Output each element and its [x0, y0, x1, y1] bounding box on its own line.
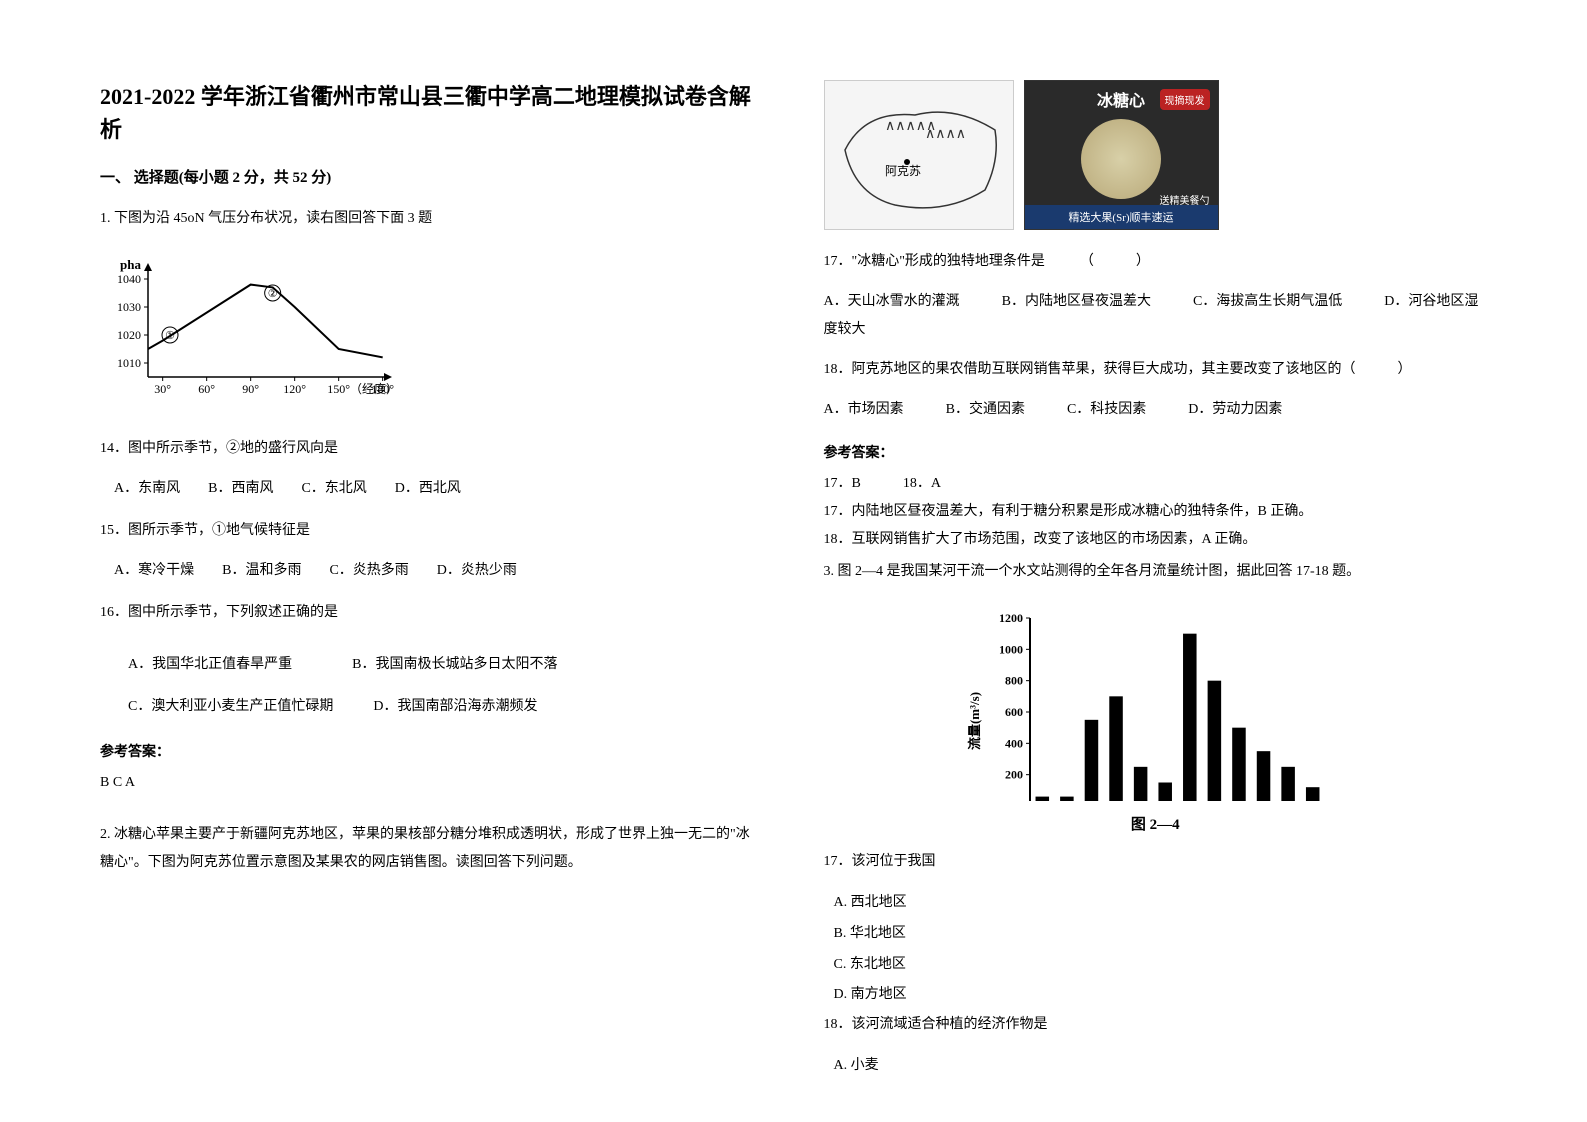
svg-text:阿克苏: 阿克苏 [885, 164, 921, 178]
q16-optC: C．澳大利亚小麦生产正值忙碌期 [100, 693, 333, 721]
q3-17-optC: C. 东北地区 [834, 950, 1488, 981]
pressure-chart-svg: 101010201030104030°60°90°120°150°180°（经度… [100, 255, 410, 410]
q1-intro: 1. 下图为沿 45oN 气压分布状况，读右图回答下面 3 题 [100, 205, 764, 233]
q18-options: A．市场因素 B．交通因素 C．科技因素 D．劳动力因素 [824, 396, 1488, 424]
svg-text:150°: 150° [327, 382, 350, 396]
svg-text:1040: 1040 [117, 272, 141, 286]
aksu-map-image: 阿克苏 ∧∧∧∧∧ ∧∧∧∧ [824, 80, 1014, 230]
q18: 18．阿克苏地区的果农借助互联网销售苹果，获得巨大成功，其主要改变了该地区的（ … [824, 356, 1488, 384]
q15: 15．图所示季节，①地气候特征是 [100, 517, 764, 545]
map-svg: 阿克苏 ∧∧∧∧∧ ∧∧∧∧ [825, 80, 1013, 230]
q16-optD: D．我国南部沿海赤潮频发 [373, 693, 537, 721]
svg-text:1030: 1030 [117, 300, 141, 314]
q14: 14．图中所示季节，②地的盛行风向是 [100, 435, 764, 463]
svg-text:200: 200 [1005, 768, 1023, 782]
answer-1: B C A [100, 769, 764, 797]
svg-text:90°: 90° [242, 382, 259, 396]
svg-text:1020: 1020 [117, 328, 141, 342]
svg-text:120°: 120° [283, 382, 306, 396]
product-tag: 现摘现发 [1160, 89, 1210, 110]
product-top-text: 冰糖心 [1097, 87, 1145, 111]
left-column: 2021-2022 学年浙江省衢州市常山县三衢中学高二地理模拟试卷含解析 一、 … [100, 80, 764, 1082]
svg-text:60°: 60° [198, 382, 215, 396]
right-column: 阿克苏 ∧∧∧∧∧ ∧∧∧∧ 冰糖心 现摘现发 送精美餐勺 精选大果(Sr)顺丰… [824, 80, 1488, 1082]
q17: 17．"冰糖心"形成的独特地理条件是 （ ） [824, 248, 1488, 276]
q3-intro: 3. 图 2—4 是我国某河干流一个水文站测得的全年各月流量统计图，据此回答 1… [824, 558, 1488, 586]
apple-product-image: 冰糖心 现摘现发 送精美餐勺 精选大果(Sr)顺丰速运 [1024, 80, 1219, 230]
svg-text:（经度）: （经度） [350, 381, 398, 396]
answer-2-18-exp: 18．互联网销售扩大了市场范围，改变了该地区的市场因素，A 正确。 [824, 526, 1488, 554]
answer-label-2: 参考答案： [824, 442, 1488, 462]
q16-optB: B．我国南极长城站多日太阳不落 [352, 651, 557, 679]
q16: 16．图中所示季节，下列叙述正确的是 [100, 599, 764, 627]
q16-optA: A．我国华北正值春旱严重 [100, 651, 292, 679]
bar-chart-caption: 图 2—4 [824, 813, 1488, 834]
svg-text:1010: 1010 [117, 356, 141, 370]
svg-text:pha: pha [120, 257, 141, 272]
bar-chart-svg: 020040060080010001200流量(m³/s)1357911月 [965, 606, 1345, 801]
product-banner: 精选大果(Sr)顺丰速运 [1025, 205, 1218, 229]
svg-text:∧∧∧∧: ∧∧∧∧ [925, 127, 966, 142]
svg-text:600: 600 [1005, 705, 1023, 719]
svg-text:1200: 1200 [999, 611, 1023, 625]
svg-text:②: ② [268, 288, 278, 300]
q3-18-optA: A. 小麦 [834, 1051, 1488, 1082]
svg-text:1000: 1000 [999, 642, 1023, 656]
q15-options: A．寒冷干燥 B．温和多雨 C．炎热多雨 D．炎热少雨 [100, 557, 764, 585]
svg-text:800: 800 [1005, 674, 1023, 688]
svg-text:30°: 30° [154, 382, 171, 396]
q3-17: 17．该河位于我国 [824, 848, 1488, 876]
q3-17-optA: A. 西北地区 [834, 888, 1488, 919]
q2-intro: 2. 冰糖心苹果主要产于新疆阿克苏地区，苹果的果核部分糖分堆积成透明状，形成了世… [100, 821, 764, 877]
answer-label-1: 参考答案： [100, 741, 764, 761]
svg-text:400: 400 [1005, 736, 1023, 750]
svg-text:①: ① [165, 330, 175, 342]
image-row: 阿克苏 ∧∧∧∧∧ ∧∧∧∧ 冰糖心 现摘现发 送精美餐勺 精选大果(Sr)顺丰… [824, 80, 1488, 230]
pressure-chart: 101010201030104030°60°90°120°150°180°（经度… [100, 255, 764, 415]
q3-17-optB: B. 华北地区 [834, 919, 1488, 950]
exam-title: 2021-2022 学年浙江省衢州市常山县三衢中学高二地理模拟试卷含解析 [100, 80, 764, 146]
q3-17-optD: D. 南方地区 [834, 980, 1488, 1011]
q17-options: A．天山冰雪水的灌溉 B．内陆地区昼夜温差大 C．海拔高生长期气温低 D．河谷地… [824, 288, 1488, 344]
q3-18: 18．该河流域适合种植的经济作物是 [824, 1011, 1488, 1039]
answer-2-17-18: 17．B 18．A [824, 470, 1488, 498]
q14-options: A．东南风 B．西南风 C．东北风 D．西北风 [100, 475, 764, 503]
answer-2-17-exp: 17．内陆地区昼夜温差大，有利于糖分积累是形成冰糖心的独特条件，B 正确。 [824, 498, 1488, 526]
svg-text:0: 0 [1017, 799, 1023, 801]
section-1-header: 一、 选择题(每小题 2 分，共 52 分) [100, 166, 764, 187]
svg-text:流量(m³/s): 流量(m³/s) [967, 692, 982, 750]
